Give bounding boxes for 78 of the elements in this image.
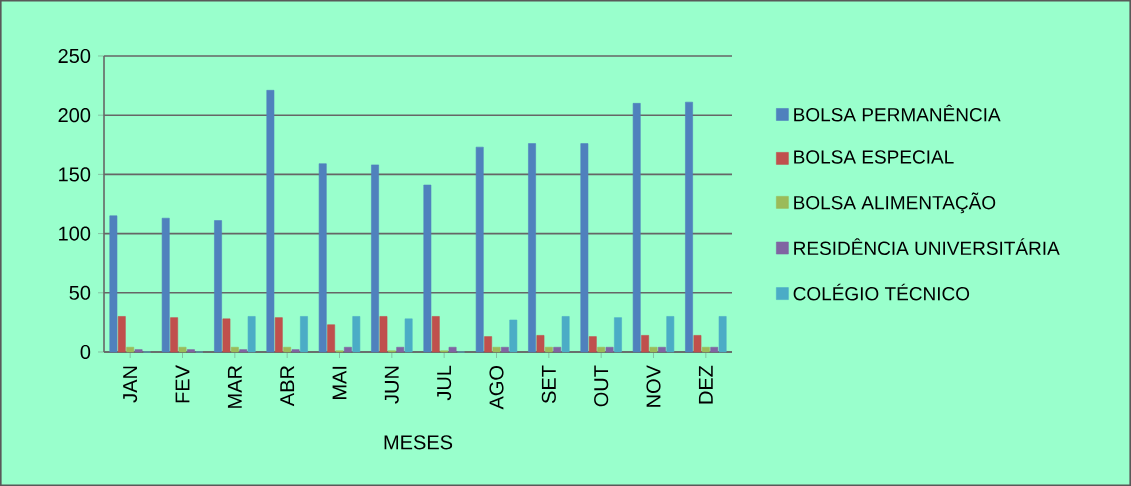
x-tick-label: AGO <box>489 365 504 410</box>
x-tick-label: JUL <box>437 365 452 401</box>
y-tick-label: 100 <box>59 226 91 241</box>
x-tick-label: JUN <box>384 366 399 404</box>
bar <box>544 346 553 353</box>
legend-label: RESIDÊNCIA UNIVERSITÁRIA <box>794 238 1060 256</box>
bar <box>561 316 570 353</box>
y-tick-label: 0 <box>80 344 91 360</box>
bar <box>536 335 545 353</box>
bar <box>230 346 239 353</box>
bar <box>318 163 327 353</box>
bar <box>327 324 336 353</box>
bar <box>170 317 179 353</box>
x-tick-label: OUT <box>594 365 609 407</box>
bar <box>588 336 597 353</box>
bar <box>126 346 135 353</box>
bar <box>553 346 562 353</box>
bar <box>597 346 606 353</box>
x-tick-label: ABR <box>280 365 295 407</box>
bar <box>605 346 614 353</box>
x-tick-label: NOV <box>646 365 661 407</box>
bar <box>352 316 361 353</box>
bar <box>693 335 702 353</box>
bar <box>300 316 308 353</box>
bar <box>371 164 379 353</box>
bar <box>178 346 187 353</box>
bar <box>614 317 622 353</box>
bar <box>239 349 248 353</box>
legend-label: BOLSA PERMANÊNCIA <box>794 104 1001 122</box>
bar <box>484 336 492 353</box>
y-tick-label: 150 <box>59 167 91 182</box>
bar <box>580 143 589 353</box>
bar <box>161 217 170 353</box>
bar <box>448 346 457 353</box>
bar <box>247 316 256 353</box>
bar <box>501 346 509 353</box>
x-tick-label: DEZ <box>698 365 713 404</box>
bar <box>528 143 536 353</box>
bar <box>710 346 719 353</box>
bar <box>283 346 292 353</box>
bar <box>222 318 231 353</box>
x-axis-title: MESES <box>384 435 453 450</box>
y-tick-label: 200 <box>58 108 91 123</box>
x-tick-label: MAI <box>332 366 347 399</box>
bar <box>509 319 518 353</box>
bar <box>475 146 484 353</box>
bar <box>666 316 675 353</box>
legend-label: COLÉGIO TÉCNICO <box>793 283 970 301</box>
y-tick-label: 250 <box>58 48 91 64</box>
bar <box>701 346 710 353</box>
x-tick-label: SET <box>541 365 556 404</box>
bar <box>134 349 143 353</box>
bar <box>396 346 405 353</box>
legend-label: BOLSA ESPECIAL <box>794 150 954 164</box>
bar <box>658 346 666 353</box>
bar <box>423 184 432 353</box>
bar <box>718 316 727 353</box>
bar <box>685 101 693 353</box>
x-tick-label: MAR <box>227 365 242 408</box>
bar <box>404 318 413 353</box>
bar <box>117 316 126 353</box>
bar <box>649 346 658 353</box>
bar <box>291 349 300 353</box>
y-tick-label: 50 <box>69 285 91 300</box>
bar <box>187 349 195 353</box>
bar <box>109 215 118 353</box>
bar <box>379 316 388 353</box>
x-tick-label: FEV <box>175 365 190 403</box>
bar <box>492 346 501 353</box>
legend-label: BOLSA ALIMENTAÇÃO <box>794 192 996 214</box>
bar <box>214 220 222 353</box>
bar <box>344 346 352 353</box>
bar <box>632 103 641 353</box>
bar <box>274 317 283 353</box>
bar <box>431 316 440 353</box>
bar <box>641 335 649 353</box>
bar <box>266 90 275 353</box>
x-tick-label: JAN <box>123 366 138 403</box>
